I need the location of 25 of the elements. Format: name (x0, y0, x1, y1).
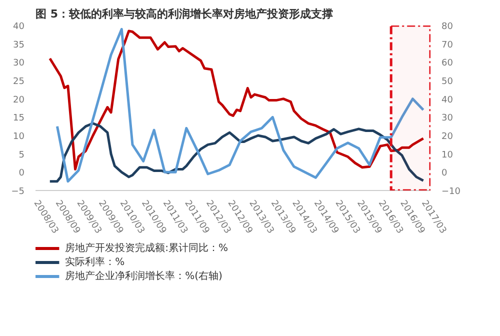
y-tick-label: −5 (11, 187, 25, 197)
y2-tick-label: 0 (442, 168, 448, 179)
y2-tick-label: −10 (442, 187, 461, 197)
y2-tick-label: 30 (442, 114, 454, 124)
y-tick-label: 35 (13, 40, 24, 50)
y-tick-label: 0 (18, 168, 25, 179)
legend-label: 房地产开发投资完成额:累计同比：% (65, 242, 228, 254)
y-tick-label: 30 (13, 58, 25, 69)
legend-label: 房地产企业净利润增长率：%(右轴) (65, 270, 223, 282)
line-series (48, 122, 425, 183)
y2-tick-label: 10 (442, 150, 454, 160)
chart-title: 图 5：较低的利率与较高的利润增长率对房地产投资形成支撑 (36, 8, 333, 20)
legend-label: 实际利率：% (65, 256, 125, 268)
y2-tick-label: 50 (442, 77, 454, 87)
y2-tick-label: 80 (442, 22, 454, 32)
y-tick-label: 15 (13, 114, 24, 124)
y2-tick-label: 60 (442, 58, 454, 69)
y-tick-label: 25 (13, 77, 24, 87)
y-tick-label: 5 (18, 150, 25, 160)
y-tick-label: 20 (13, 95, 25, 106)
y2-tick-label: 20 (442, 132, 454, 142)
y2-tick-label: 70 (442, 40, 454, 50)
y-tick-label: 40 (13, 22, 25, 32)
y-tick-label: 10 (13, 132, 25, 142)
y2-tick-label: 40 (442, 95, 454, 106)
